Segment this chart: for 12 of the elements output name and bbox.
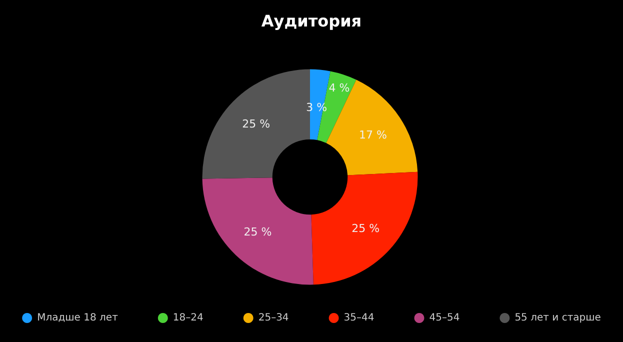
legend-label: 55 лет и старше (514, 312, 601, 324)
data-label: 25 % (244, 225, 272, 238)
data-label: 25 % (242, 117, 270, 130)
data-label: 17 % (359, 128, 387, 142)
data-label: 25 % (352, 222, 380, 235)
legend-label: 25–34 (258, 312, 289, 324)
data-label: 4 % (328, 82, 350, 94)
legend-label: 18–24 (172, 312, 204, 324)
chart-title: Аудитория (261, 12, 362, 30)
legend-label: 35–44 (344, 312, 374, 324)
legend-label: 45–54 (429, 312, 460, 324)
legend-label: Младше 18 лет (37, 312, 118, 324)
